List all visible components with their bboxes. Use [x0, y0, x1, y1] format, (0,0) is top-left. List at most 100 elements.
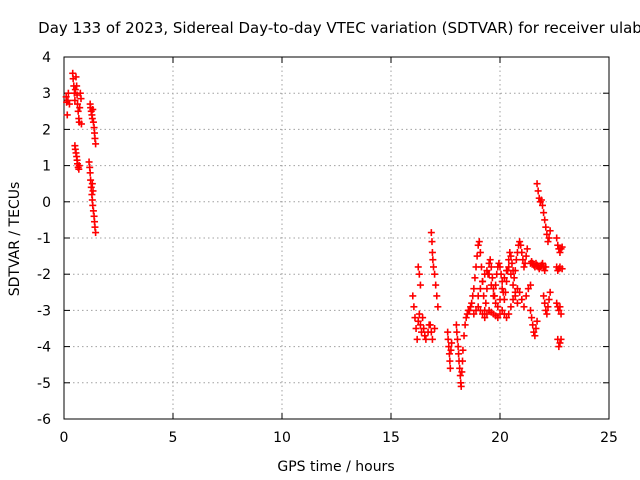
data-point [92, 140, 100, 148]
data-point [416, 321, 424, 329]
data-point [527, 281, 535, 289]
data-point [543, 310, 551, 318]
data-point [505, 263, 513, 271]
data-point [529, 321, 537, 329]
data-point [511, 267, 519, 275]
data-point [545, 296, 553, 304]
plot-frame [63, 56, 610, 420]
data-point [460, 332, 468, 340]
data-point [489, 292, 497, 300]
data-point [410, 303, 418, 311]
data-point [420, 325, 428, 332]
data-point [88, 115, 96, 123]
data-point [476, 248, 484, 256]
data-point [546, 288, 554, 296]
data-point [486, 256, 494, 264]
data-point [500, 274, 508, 282]
data-point [518, 248, 526, 256]
data-point [414, 263, 422, 271]
data-point [419, 314, 427, 322]
data-point [509, 296, 517, 304]
y-tick-label: 1 [42, 159, 51, 175]
data-point [485, 259, 493, 267]
data-point [554, 241, 562, 249]
data-point [463, 310, 471, 318]
data-point [456, 364, 464, 372]
data-point [541, 216, 549, 224]
y-tick-label: 4 [42, 50, 51, 66]
data-point [75, 162, 83, 170]
data-point [558, 243, 566, 251]
data-point [453, 335, 461, 343]
y-tick-label: 0 [42, 195, 51, 211]
data-points [62, 69, 566, 390]
data-point [64, 96, 72, 104]
data-point [445, 343, 453, 351]
data-point [444, 335, 452, 343]
data-point [556, 339, 564, 347]
data-point [508, 259, 516, 267]
data-point [531, 332, 539, 340]
data-point [470, 285, 478, 293]
x-tick-label: 25 [600, 430, 618, 446]
data-point [503, 277, 511, 285]
data-point [470, 310, 478, 318]
data-point [506, 248, 514, 256]
data-point [465, 306, 473, 314]
data-point [555, 343, 563, 351]
data-point [456, 372, 464, 380]
data-point [74, 100, 82, 108]
y-tick-labels: -6 -5 -4 -3 -2 -1 0 1 2 3 4 [37, 50, 51, 428]
x-tick-label: 10 [273, 430, 291, 446]
data-point [413, 335, 421, 343]
data-point [426, 321, 434, 329]
data-point [541, 299, 549, 307]
data-point [555, 306, 563, 314]
data-point [87, 176, 95, 184]
x-axis-label: GPS time / hours [277, 459, 394, 475]
data-point [453, 328, 461, 336]
data-point [88, 180, 96, 188]
data-point [522, 252, 530, 260]
data-point [415, 270, 423, 278]
data-point [496, 296, 504, 304]
data-point [541, 267, 549, 275]
data-point [505, 256, 513, 264]
y-tick-label: -4 [37, 340, 51, 356]
data-point [474, 292, 482, 300]
data-point [89, 105, 97, 113]
data-point [73, 82, 81, 90]
data-point [546, 227, 554, 235]
data-point [509, 281, 517, 289]
y-tick-label: -3 [37, 303, 51, 319]
data-point [432, 281, 440, 289]
data-point [489, 285, 497, 293]
data-point [557, 335, 565, 343]
data-point [540, 292, 548, 300]
data-point [476, 306, 484, 314]
data-point [557, 310, 565, 318]
data-point [524, 285, 532, 293]
data-point [431, 270, 439, 278]
data-point [519, 256, 527, 264]
x-tick-label: 15 [382, 430, 400, 446]
data-point [481, 314, 489, 322]
data-point [454, 343, 462, 351]
data-point [483, 267, 491, 275]
data-point [428, 238, 436, 246]
data-point [471, 274, 479, 282]
data-point [414, 317, 422, 325]
data-point [409, 292, 417, 300]
data-point [448, 339, 456, 347]
chart-title: Day 133 of 2023, Sidereal Day-to-day VTE… [38, 19, 640, 37]
data-point [476, 285, 484, 293]
data-point [482, 299, 490, 307]
data-point [422, 335, 430, 343]
data-point [63, 111, 71, 119]
data-point [492, 299, 500, 307]
data-point [77, 95, 85, 103]
data-point [444, 328, 452, 336]
data-point [416, 281, 424, 289]
data-point [533, 317, 541, 325]
data-point [520, 263, 528, 271]
